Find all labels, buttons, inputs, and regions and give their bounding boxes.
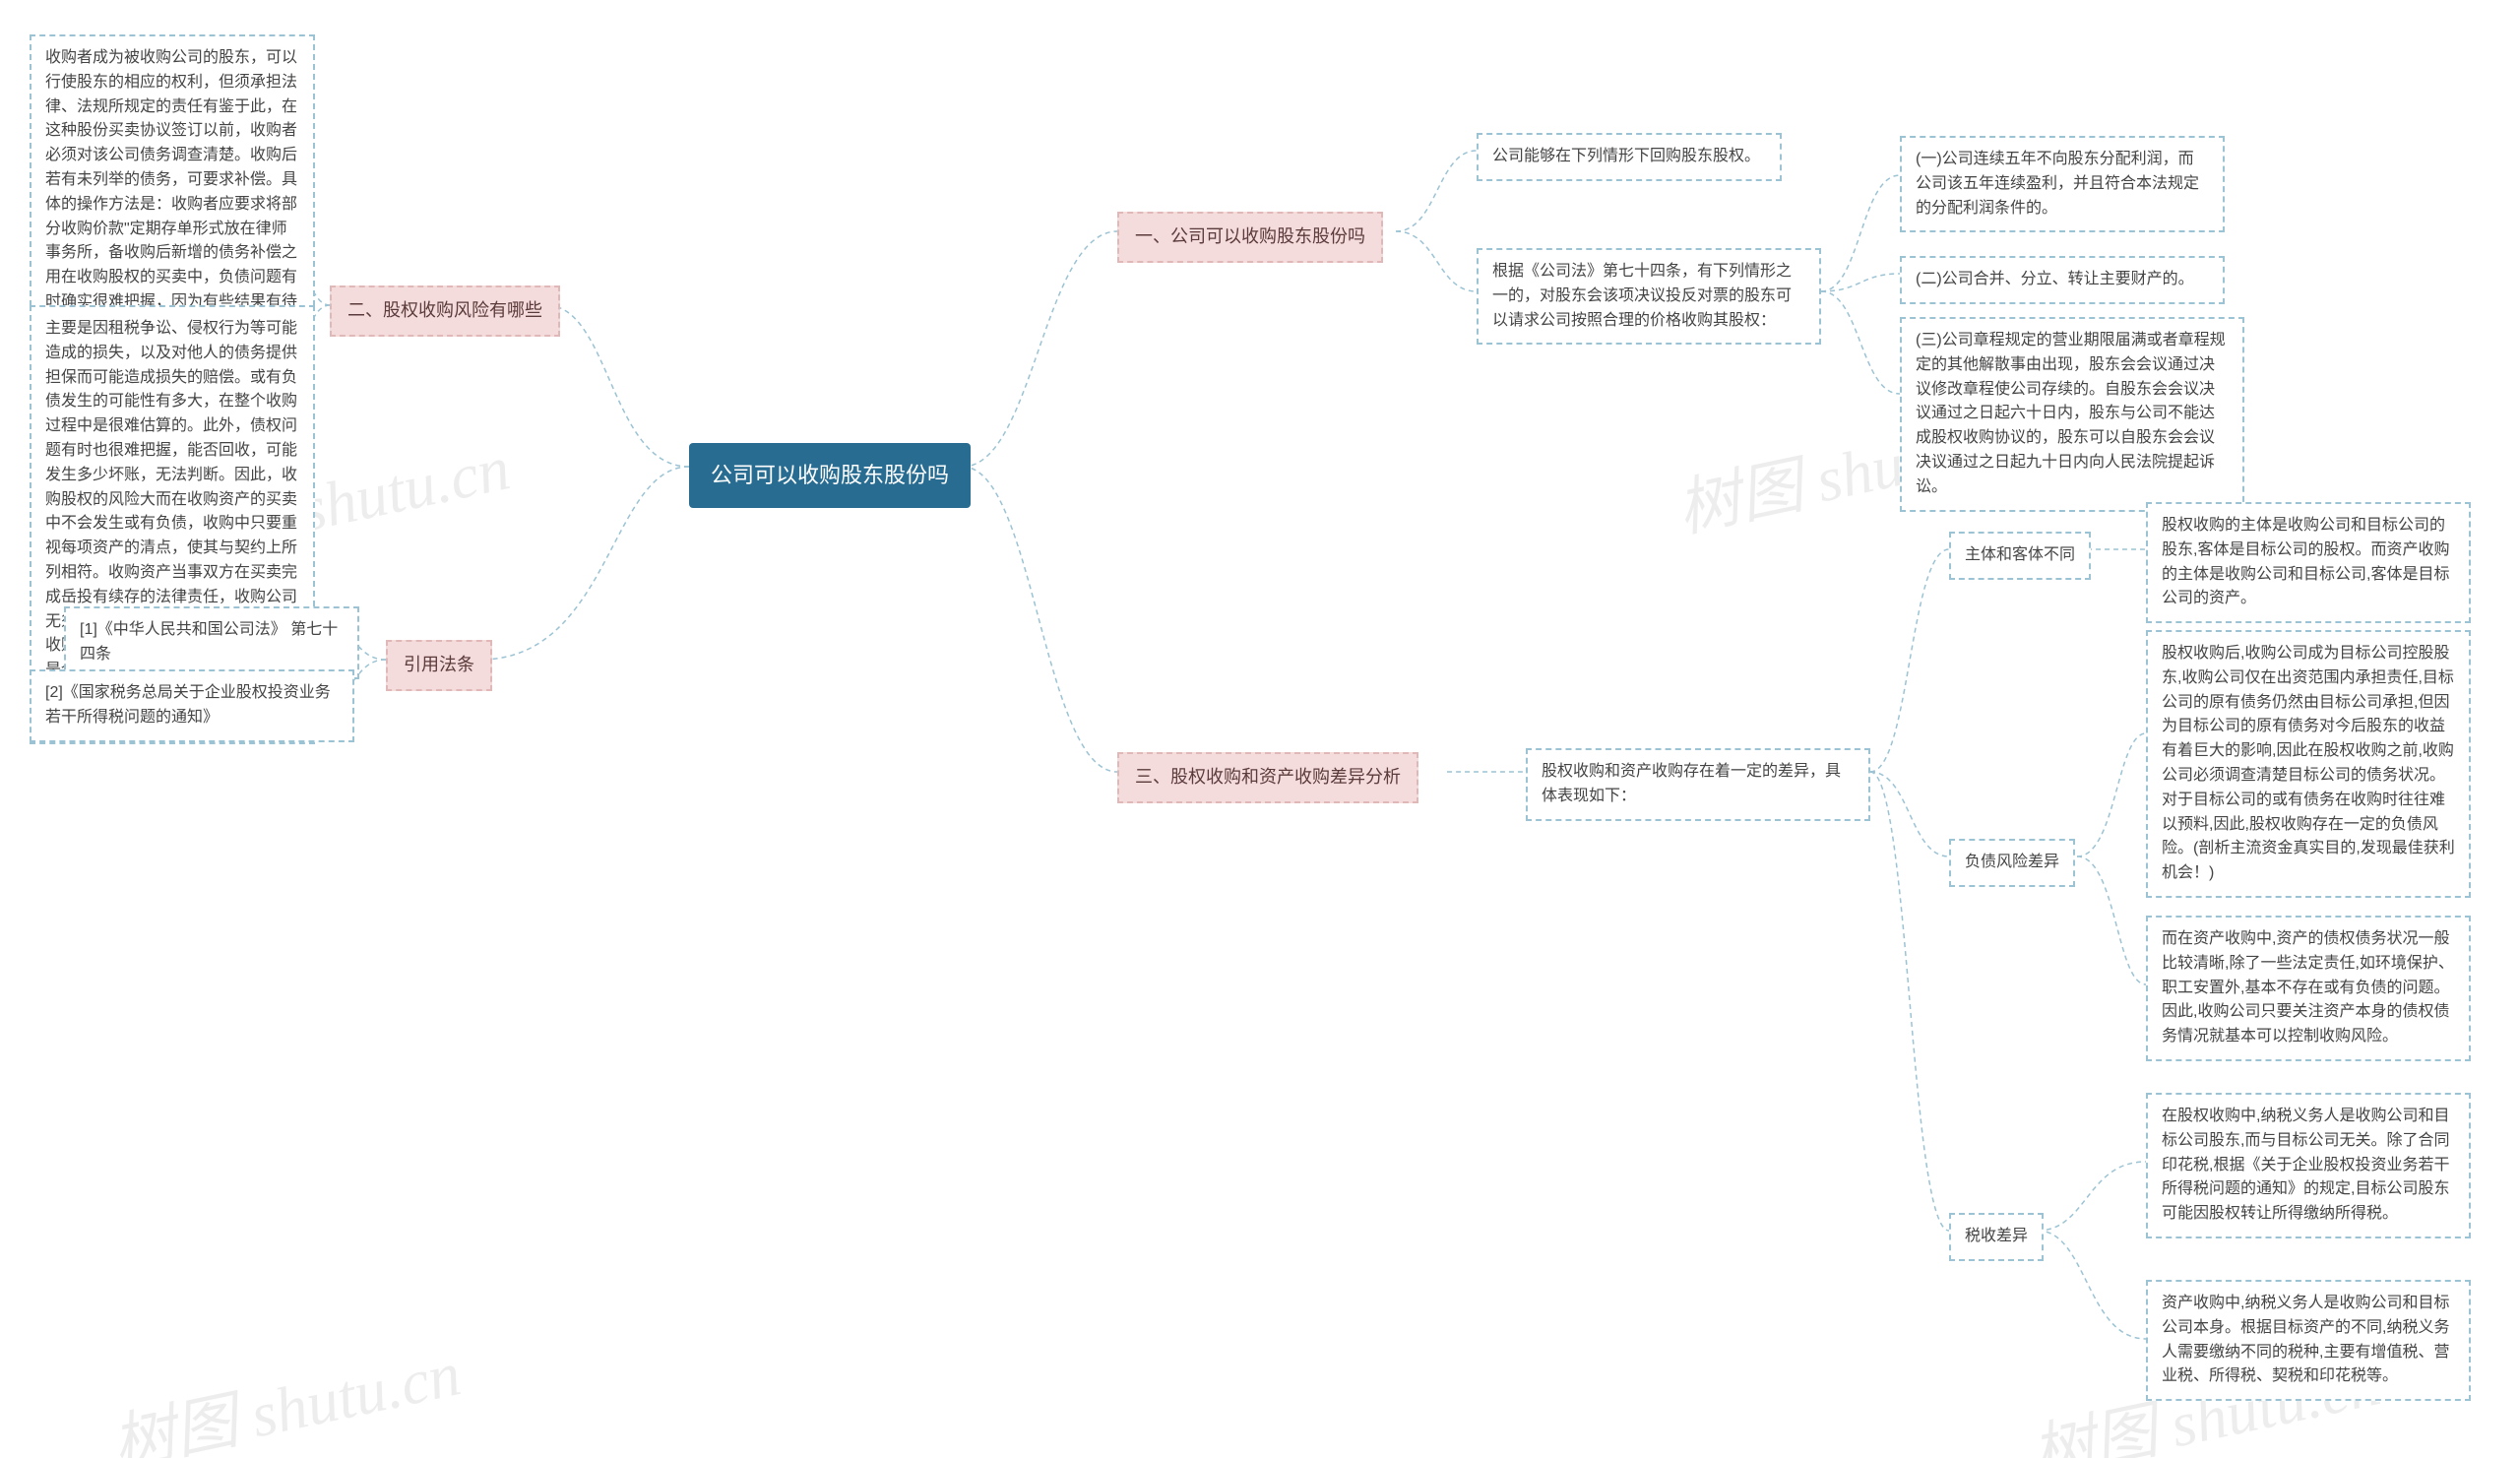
branch-4: 引用法条 (386, 640, 492, 691)
branch3-d1-text: 股权收购的主体是收购公司和目标公司的股东,客体是目标公司的股权。而资产收购的主体… (2146, 502, 2471, 623)
branch3-d3-t1: 在股权收购中,纳税义务人是收购公司和目标公司股东,而与目标公司无关。除了合同印花… (2146, 1093, 2471, 1238)
branch3-d2-t1: 股权收购后,收购公司成为目标公司控股股东,收购公司仅在出资范围内承担责任,目标公… (2146, 630, 2471, 898)
branch-1: 一、公司可以收购股东股份吗 (1117, 212, 1383, 263)
branch4-r2: [2]《国家税务总局关于企业股权投资业务若干所得税问题的通知》 (30, 669, 354, 742)
branch4-r1: [1]《中华人民共和国公司法》 第七十四条 (64, 606, 359, 679)
branch1-n2a: (一)公司连续五年不向股东分配利润，而公司该五年连续盈利，并且符合本法规定的分配… (1900, 136, 2225, 232)
branch-2: 二、股权收购风险有哪些 (330, 285, 560, 337)
branch3-d1-title: 主体和客体不同 (1949, 532, 2091, 580)
branch1-n2c: (三)公司章程规定的营业期限届满或者章程规定的其他解散事由出现，股东会会议通过决… (1900, 317, 2244, 512)
branch1-n1: 公司能够在下列情形下回购股东股权。 (1477, 133, 1782, 181)
watermark: 树图 shutu.cn (102, 1323, 467, 1458)
branch3-d2-t2: 而在资产收购中,资产的债权债务状况一般比较清晰,除了一些法定责任,如环境保护、职… (2146, 916, 2471, 1061)
branch3-intro: 股权收购和资产收购存在着一定的差异，具体表现如下： (1526, 748, 1870, 821)
branch1-n2: 根据《公司法》第七十四条，有下列情形之一的，对股东会该项决议投反对票的股东可以请… (1477, 248, 1821, 345)
branch3-d3-title: 税收差异 (1949, 1213, 2044, 1261)
branch3-d3-t2: 资产收购中,纳税义务人是收购公司和目标公司本身。根据目标资产的不同,纳税义务人需… (2146, 1280, 2471, 1401)
branch1-n2b: (二)公司合并、分立、转让主要财产的。 (1900, 256, 2225, 304)
branch-3: 三、股权收购和资产收购差异分析 (1117, 752, 1418, 803)
root-node: 公司可以收购股东股份吗 (689, 443, 971, 508)
branch3-d2-title: 负债风险差异 (1949, 839, 2075, 887)
